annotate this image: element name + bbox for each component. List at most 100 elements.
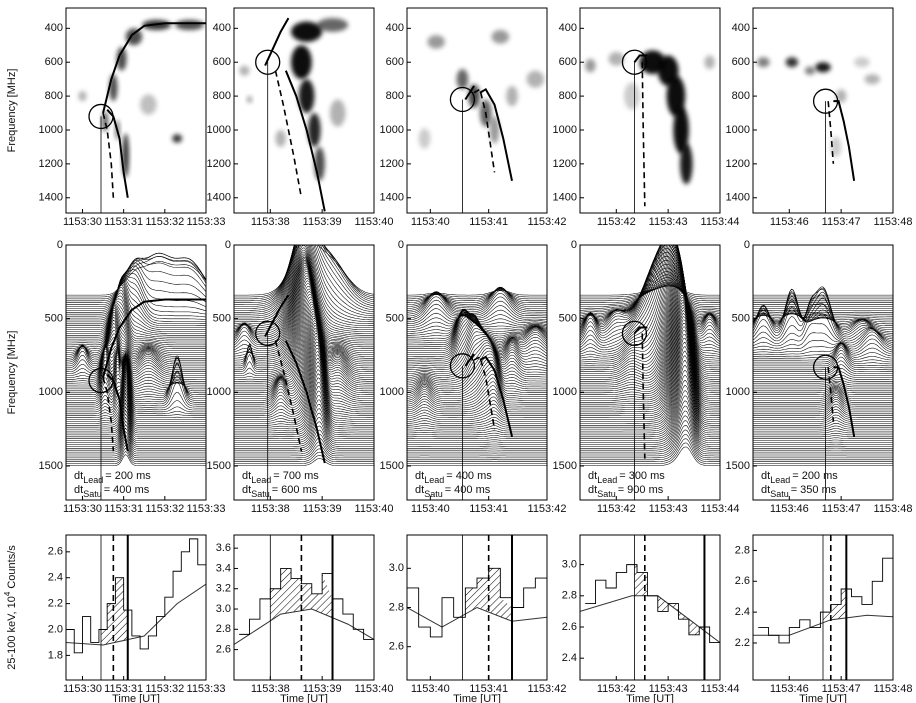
y-tick-label: 800 <box>213 90 231 102</box>
annotation-base: dt <box>761 484 770 496</box>
channel-trace <box>234 347 374 413</box>
channel-trace <box>580 304 720 403</box>
channel-trace <box>66 256 206 298</box>
y-tick-label: 2.8 <box>735 544 750 556</box>
channel-trace <box>580 283 720 303</box>
channel-trace <box>66 279 206 325</box>
spectral-blob <box>680 143 693 185</box>
channel-trace <box>234 283 374 365</box>
channel-trace <box>753 364 893 374</box>
y-tick-label: 1000 <box>39 124 63 136</box>
spectral-blob <box>506 85 518 107</box>
y-tick-label: 1200 <box>380 158 404 170</box>
channel-trace <box>580 364 720 434</box>
channel-trace <box>580 330 720 418</box>
panel <box>407 535 547 680</box>
channel-trace <box>234 373 374 426</box>
channel-trace <box>234 327 374 399</box>
channel-trace <box>66 262 206 309</box>
hatched-excess <box>101 577 128 645</box>
channel-trace <box>66 287 206 332</box>
channel-trace <box>753 313 893 319</box>
background-curve <box>407 606 547 628</box>
spectral-blob <box>175 19 204 31</box>
x-tick-label: 1153:43 <box>649 683 688 695</box>
burst-start-circle <box>88 367 114 394</box>
channel-trace <box>407 432 547 436</box>
channel-trace <box>580 415 720 453</box>
x-tick-label: 1153:41 <box>469 503 508 515</box>
y-tick-label: 1500 <box>726 460 750 472</box>
spectral-blob <box>316 18 349 32</box>
channel-trace <box>234 377 374 428</box>
annotation-sub: Lead <box>770 475 790 485</box>
channel-trace <box>66 265 206 311</box>
channel-trace <box>753 386 893 395</box>
channel-trace <box>234 421 374 447</box>
channel-trace <box>580 292 720 394</box>
channel-trace <box>66 258 206 305</box>
y-tick-label: 2.6 <box>216 643 231 655</box>
channel-trace <box>580 245 720 342</box>
y-tick-label: 400 <box>45 22 63 34</box>
channel-trace <box>66 395 206 434</box>
annotation: dtSatu = 400 ms <box>74 484 150 499</box>
channel-trace <box>407 319 547 365</box>
channel-trace <box>580 294 720 395</box>
x-tick-label: 1153:32 <box>145 216 184 228</box>
y-tick-label: 600 <box>213 56 231 68</box>
channel-trace <box>580 289 720 392</box>
y-tick-label: 500 <box>213 313 231 325</box>
channel-trace <box>580 271 720 376</box>
y-tick-label: 0 <box>225 239 231 251</box>
channel-trace <box>234 381 374 430</box>
y-tick-label: 1000 <box>39 386 63 398</box>
channel-trace <box>234 330 374 401</box>
channel-trace <box>234 306 374 382</box>
channel-trace <box>753 430 893 434</box>
panel-frame <box>579 244 721 501</box>
panel-frame <box>579 7 721 214</box>
drift-track <box>641 333 646 459</box>
panel-background <box>66 535 206 680</box>
y-tick-label: 2.4 <box>735 606 750 618</box>
channel-trace <box>66 451 206 464</box>
x-tick-label: 1153:30 <box>63 216 102 228</box>
channel-trace <box>580 434 720 461</box>
channel-trace <box>580 345 720 426</box>
channel-trace <box>407 381 547 405</box>
channel-trace <box>66 365 206 411</box>
annotation-text: = 400 ms <box>445 484 491 496</box>
channel-trace <box>580 278 720 382</box>
channel-trace <box>234 298 374 376</box>
burst-start-circle <box>621 320 648 347</box>
spectral-blob <box>585 58 596 73</box>
y-tick-label: 2.2 <box>48 598 63 610</box>
spectral-blob <box>526 70 545 88</box>
y-axis-label: Frequency [MHz] <box>6 331 18 415</box>
spectral-blob <box>456 68 469 90</box>
spectral-blob <box>308 113 321 147</box>
channel-trace <box>580 429 720 459</box>
spectral-blob <box>666 75 686 117</box>
x-tick-label: 1153:31 <box>104 216 143 228</box>
channel-trace <box>66 300 206 342</box>
channel-trace <box>580 279 720 307</box>
channel-trace <box>407 315 547 361</box>
count-steps <box>585 564 720 644</box>
annotation-base: dt <box>588 470 597 482</box>
channel-trace <box>580 283 720 386</box>
channel-trace <box>234 249 374 332</box>
channel-trace <box>234 245 374 323</box>
x-tick-label: 1153:39 <box>303 503 342 515</box>
channel-trace <box>407 296 547 319</box>
channel-trace <box>234 245 374 305</box>
channel-trace <box>66 302 206 344</box>
x-tick-label: 1153:40 <box>355 216 394 228</box>
x-tick-label: 1153:41 <box>469 216 508 228</box>
channel-trace <box>580 323 720 415</box>
y-axis-label-text: 25-100 keV, 10 <box>6 596 18 670</box>
y-tick-label: 2.8 <box>216 623 231 635</box>
channel-trace <box>753 395 893 407</box>
channel-trace <box>66 323 206 363</box>
